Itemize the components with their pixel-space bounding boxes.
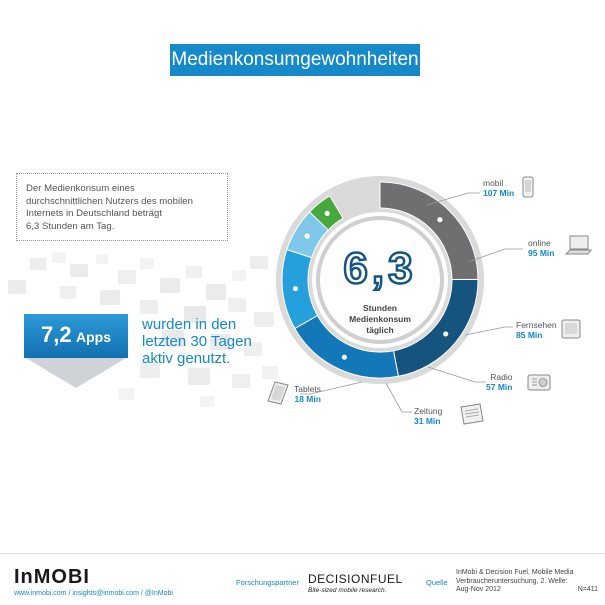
- source-line: InMobi & Decision Fuel, Mobile Media: [456, 569, 574, 576]
- callout-line: Internets in Deutschland beträgt: [26, 208, 162, 219]
- apps-unit: Apps: [76, 329, 112, 345]
- segment-name: Radio: [490, 372, 513, 382]
- segment-dot-online: [443, 331, 449, 337]
- segment-label-fernsehen: Fernsehen 85 Min: [516, 320, 557, 340]
- segment-value: 85 Min: [516, 330, 543, 340]
- segment-name: Tablets: [294, 384, 321, 394]
- segment-value: 18 Min: [294, 394, 321, 404]
- segment-label-zeitung: Zeitung 31 Min: [414, 406, 442, 426]
- tablet-icon: [267, 381, 289, 405]
- intro-callout: Der Medienkonsum eines durchschnittliche…: [16, 173, 228, 241]
- source-line: Verbraucheruntersuchung, 2. Welle:: [456, 577, 568, 585]
- inner-disc: [316, 216, 444, 344]
- center-value: 6,3: [343, 244, 416, 293]
- partner-tagline: Bite-sized mobile research.: [308, 587, 387, 594]
- source-label: Quelle: [426, 578, 448, 587]
- media-donut-chart: 6,3 Stunden Medienkonsum täglich: [276, 176, 484, 384]
- segment-dot-radio: [292, 285, 299, 292]
- segment-label-online: online 95 Min: [528, 238, 554, 258]
- inmobi-logo: InMOBI: [14, 566, 90, 588]
- segment-dots: [292, 210, 449, 360]
- segment-label-tablets: Tablets 18 Min: [294, 384, 321, 404]
- sample-size: N=411: [577, 586, 598, 593]
- phone-icon: [522, 176, 534, 198]
- segment-value: 95 Min: [528, 248, 555, 258]
- decisionfuel-logo: DECISIONFUEL: [308, 572, 403, 586]
- footer-links-text[interactable]: www.inmobi.com / insights@inmobi.com / @…: [14, 590, 173, 597]
- footer-links[interactable]: www.inmobi.com / insights@inmobi.com / @…: [14, 590, 173, 597]
- apps-count: 7,2: [40, 322, 72, 347]
- apps-line: aktiv genutzt.: [142, 350, 231, 367]
- segment-label-mobil: mobil 107 Min: [483, 178, 514, 198]
- source-text: InMobi & Decision Fuel, Mobile Media Ver…: [456, 569, 598, 595]
- apps-line: wurden in den: [142, 316, 237, 333]
- segment-dot-mobil: [437, 217, 443, 223]
- center-label-line: Stunden: [363, 303, 397, 313]
- decorative-tiles: [0, 250, 290, 410]
- segment-value: 57 Min: [486, 382, 513, 392]
- apps-badge-text: 7,2 Apps: [22, 322, 130, 348]
- segment-name: online: [528, 238, 551, 248]
- apps-description: wurden in den letzten 30 Tagen aktiv gen…: [142, 316, 252, 367]
- tv-icon: [561, 319, 581, 339]
- segment-name: Fernsehen: [516, 320, 557, 330]
- callout-line: Der Medienkonsum eines: [26, 183, 135, 194]
- callout-line: durchschnittlichen Nutzers des mobilen: [26, 195, 193, 207]
- segment-name: Zeitung: [414, 406, 443, 416]
- segment-name: mobil: [483, 178, 504, 188]
- donut-segments: [281, 181, 479, 379]
- apps-badge: [24, 314, 128, 388]
- segment-dot-fernsehen: [341, 354, 347, 360]
- laptop-icon: [564, 235, 592, 255]
- source-line: Aug-Nov 2012: [456, 586, 501, 594]
- center-label-line: täglich: [366, 325, 393, 335]
- newspaper-icon: [460, 403, 484, 425]
- apps-line: letzten 30 Tagen: [142, 333, 252, 350]
- segment-dot-tablets: [324, 210, 330, 216]
- segment-value: 31 Min: [414, 416, 441, 426]
- callout-line: 6,3 Stunden am Tag.: [26, 220, 115, 232]
- page-title: Medienkonsumgewohnheiten: [170, 44, 420, 76]
- center-label-line: Medienkonsum: [349, 314, 411, 324]
- segment-label-radio: Radio 57 Min: [486, 372, 512, 392]
- footer-divider: [0, 553, 605, 554]
- radio-icon: [527, 374, 551, 391]
- segment-dot-zeitung: [304, 233, 310, 239]
- segment-value: 107 Min: [483, 188, 515, 198]
- partner-label: Forschungspartner: [236, 578, 299, 587]
